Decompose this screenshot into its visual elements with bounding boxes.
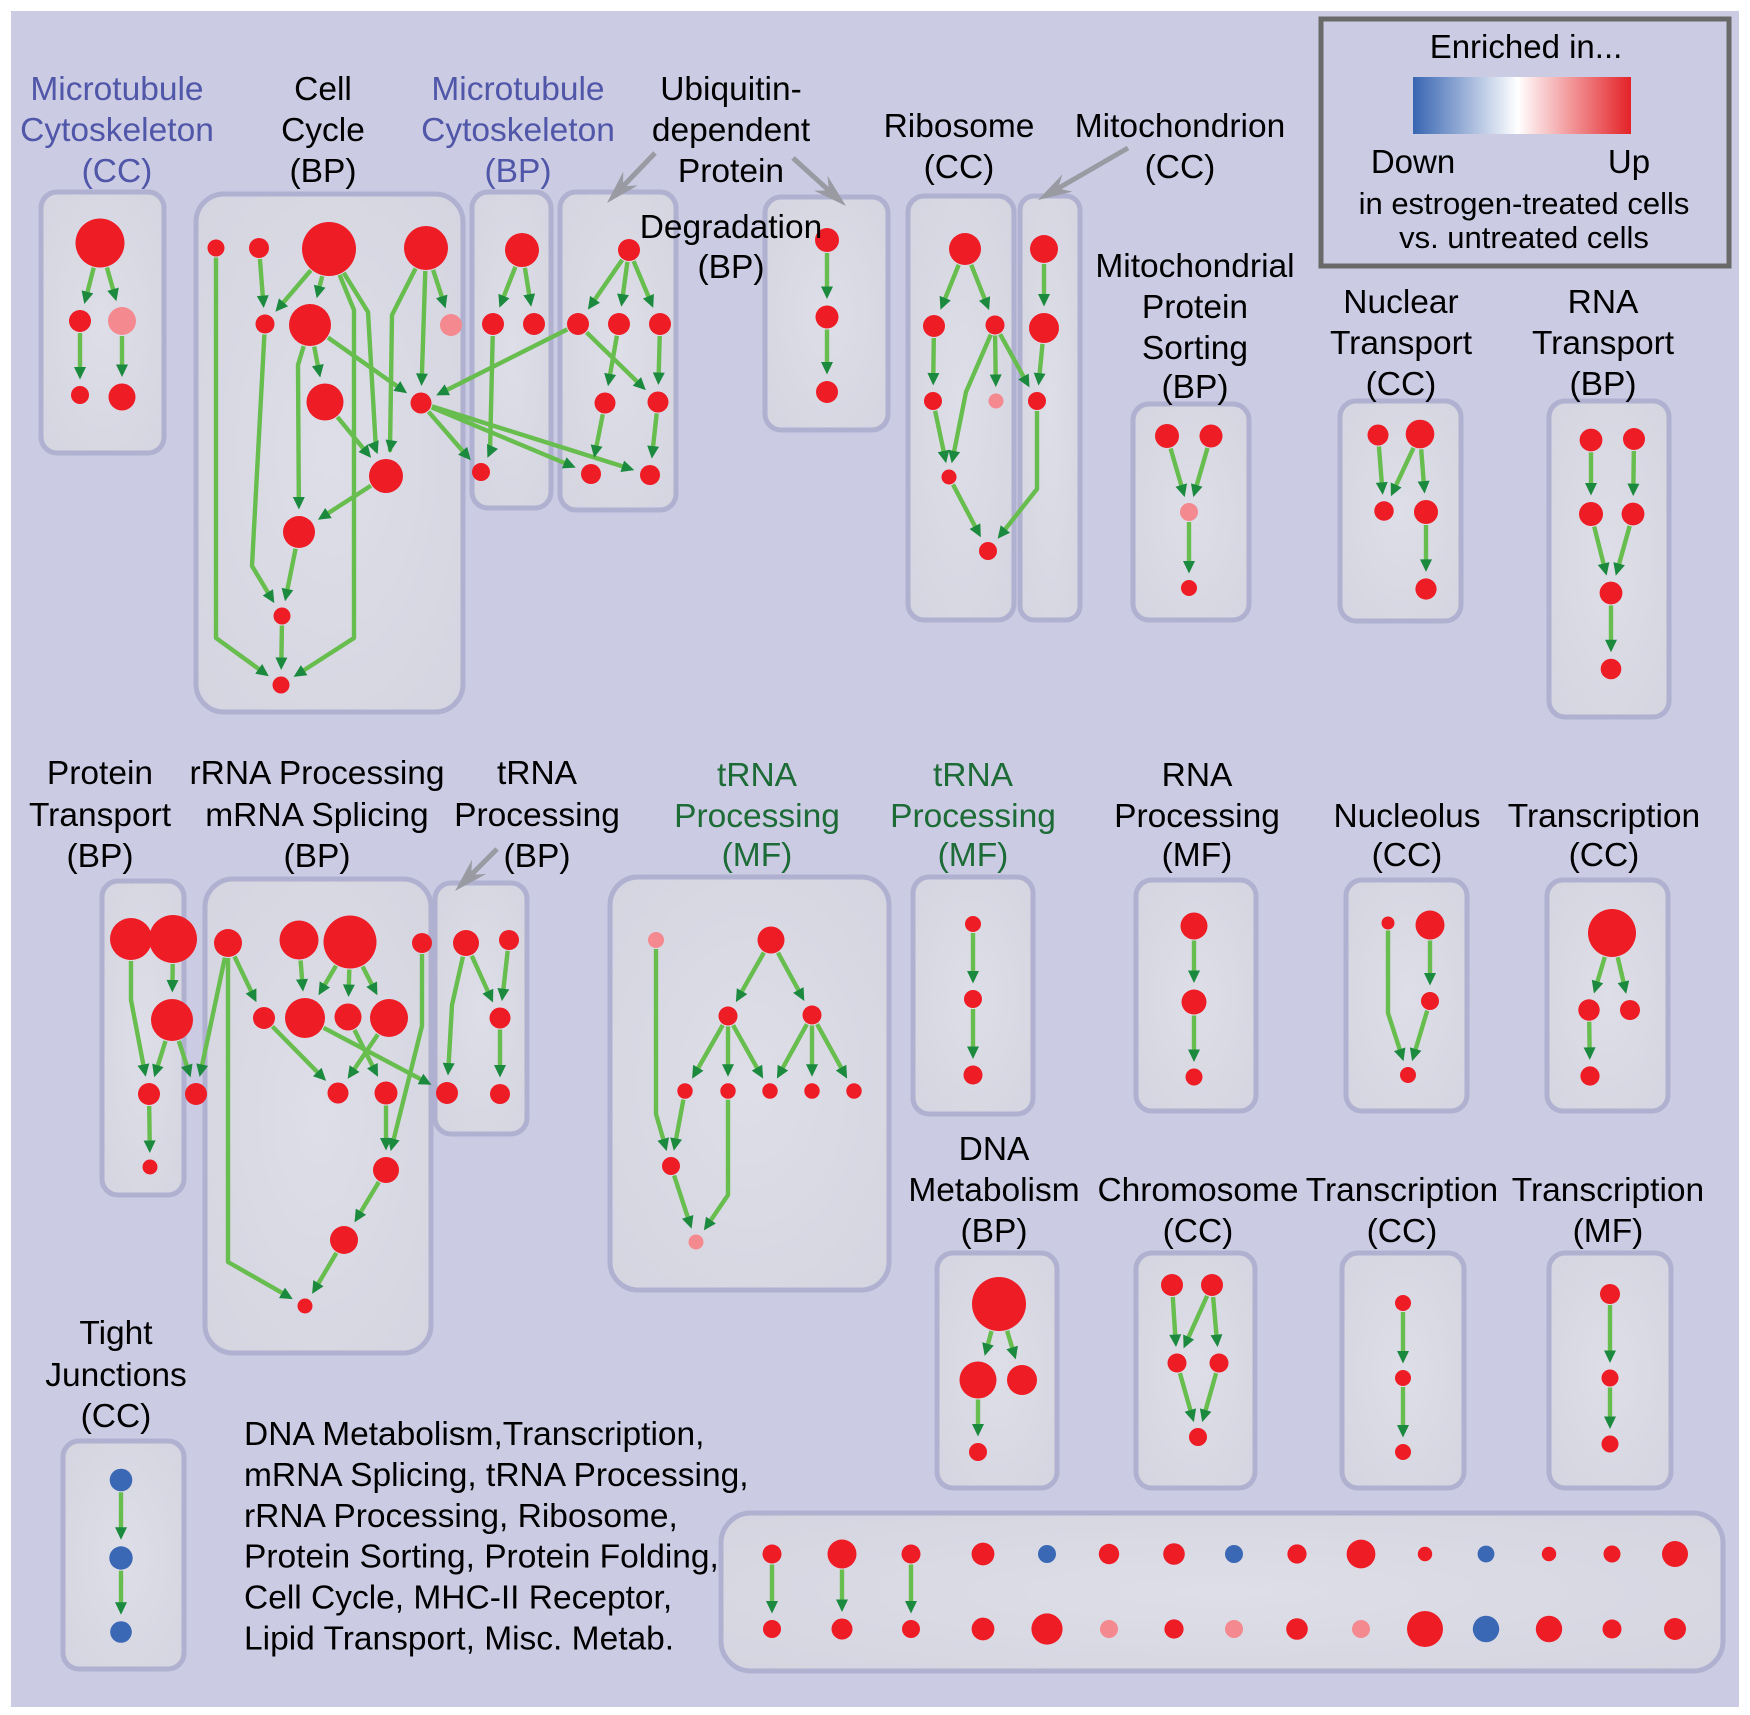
svg-text:Protein: Protein — [47, 755, 153, 792]
svg-text:Nucleolus: Nucleolus — [1333, 798, 1480, 835]
svg-text:Processing: Processing — [674, 798, 840, 835]
svg-text:Sorting: Sorting — [1142, 330, 1248, 367]
svg-text:Transcription: Transcription — [1512, 1172, 1704, 1209]
svg-text:Processing: Processing — [454, 797, 620, 834]
svg-text:Nuclear: Nuclear — [1343, 284, 1458, 321]
svg-text:Protein Sorting, Protein Foldi: Protein Sorting, Protein Folding, — [244, 1539, 719, 1576]
svg-text:(CC): (CC) — [1366, 366, 1437, 403]
svg-text:(CC): (CC) — [1569, 837, 1640, 874]
svg-text:rRNA Processing: rRNA Processing — [189, 755, 444, 792]
svg-text:Enriched in...: Enriched in... — [1430, 28, 1623, 65]
svg-text:DNA: DNA — [959, 1131, 1030, 1168]
svg-text:RNA: RNA — [1162, 757, 1233, 794]
svg-text:Tight: Tight — [79, 1315, 153, 1352]
svg-text:Ribosome: Ribosome — [884, 108, 1035, 145]
svg-text:Processing: Processing — [1114, 798, 1280, 835]
svg-text:(BP): (BP) — [485, 153, 552, 190]
svg-text:DNA Metabolism,Transcription,: DNA Metabolism,Transcription, — [244, 1416, 704, 1453]
svg-text:Protein: Protein — [1142, 289, 1248, 326]
svg-text:tRNA: tRNA — [497, 755, 578, 792]
svg-text:Transport: Transport — [1330, 325, 1473, 362]
svg-text:(CC): (CC) — [1145, 149, 1216, 186]
svg-text:in estrogen-treated cells: in estrogen-treated cells — [1359, 186, 1690, 221]
svg-text:Protein: Protein — [678, 153, 784, 190]
svg-text:(BP): (BP) — [284, 838, 351, 875]
svg-text:Microtubule: Microtubule — [30, 71, 203, 108]
svg-text:(CC): (CC) — [1372, 837, 1443, 874]
svg-text:Cell: Cell — [294, 71, 352, 108]
svg-text:(CC): (CC) — [924, 149, 995, 186]
svg-text:Transport: Transport — [1532, 325, 1675, 362]
svg-text:(BP): (BP) — [698, 249, 765, 286]
svg-text:dependent: dependent — [652, 112, 811, 149]
svg-text:Cycle: Cycle — [281, 112, 365, 149]
svg-text:Processing: Processing — [890, 798, 1056, 835]
svg-text:(CC): (CC) — [1367, 1213, 1438, 1250]
svg-text:Up: Up — [1608, 143, 1650, 180]
svg-text:Microtubule: Microtubule — [431, 71, 604, 108]
svg-text:(BP): (BP) — [504, 838, 571, 875]
svg-text:RNA: RNA — [1568, 284, 1639, 321]
svg-text:Lipid Transport, Misc. Metab.: Lipid Transport, Misc. Metab. — [244, 1621, 674, 1658]
svg-text:vs. untreated cells: vs. untreated cells — [1399, 220, 1649, 255]
svg-text:Degradation: Degradation — [640, 209, 823, 246]
svg-text:(CC): (CC) — [82, 153, 153, 190]
svg-text:mRNA Splicing, tRNA Processing: mRNA Splicing, tRNA Processing, — [244, 1457, 749, 1494]
svg-text:(BP): (BP) — [961, 1213, 1028, 1250]
svg-text:tRNA: tRNA — [717, 757, 798, 794]
svg-text:rRNA Processing, Ribosome,: rRNA Processing, Ribosome, — [244, 1498, 678, 1535]
svg-text:Cytoskeleton: Cytoskeleton — [421, 112, 615, 149]
svg-text:Mitochondrion: Mitochondrion — [1075, 108, 1285, 145]
svg-text:Cytoskeleton: Cytoskeleton — [20, 112, 214, 149]
svg-text:Transcription: Transcription — [1508, 798, 1700, 835]
svg-text:(MF): (MF) — [1162, 837, 1233, 874]
svg-text:Ubiquitin-: Ubiquitin- — [660, 71, 802, 108]
svg-text:mRNA Splicing: mRNA Splicing — [205, 797, 428, 834]
svg-text:Transcription: Transcription — [1306, 1172, 1498, 1209]
svg-text:tRNA: tRNA — [933, 757, 1014, 794]
svg-text:(BP): (BP) — [1570, 366, 1637, 403]
svg-text:Junctions: Junctions — [45, 1357, 187, 1394]
svg-text:(MF): (MF) — [722, 837, 793, 874]
svg-text:(MF): (MF) — [1573, 1213, 1644, 1250]
svg-text:(BP): (BP) — [67, 838, 134, 875]
svg-text:Mitochondrial: Mitochondrial — [1095, 248, 1294, 285]
svg-text:(MF): (MF) — [938, 837, 1009, 874]
svg-text:(CC): (CC) — [1163, 1213, 1234, 1250]
svg-text:(CC): (CC) — [81, 1398, 152, 1435]
svg-text:(BP): (BP) — [290, 153, 357, 190]
svg-text:(BP): (BP) — [1162, 369, 1229, 406]
svg-text:Transport: Transport — [29, 797, 172, 834]
svg-text:Metabolism: Metabolism — [908, 1172, 1079, 1209]
svg-text:Cell Cycle, MHC-II Receptor,: Cell Cycle, MHC-II Receptor, — [244, 1580, 672, 1617]
svg-text:Chromosome: Chromosome — [1097, 1172, 1298, 1209]
svg-text:Down: Down — [1371, 143, 1455, 180]
